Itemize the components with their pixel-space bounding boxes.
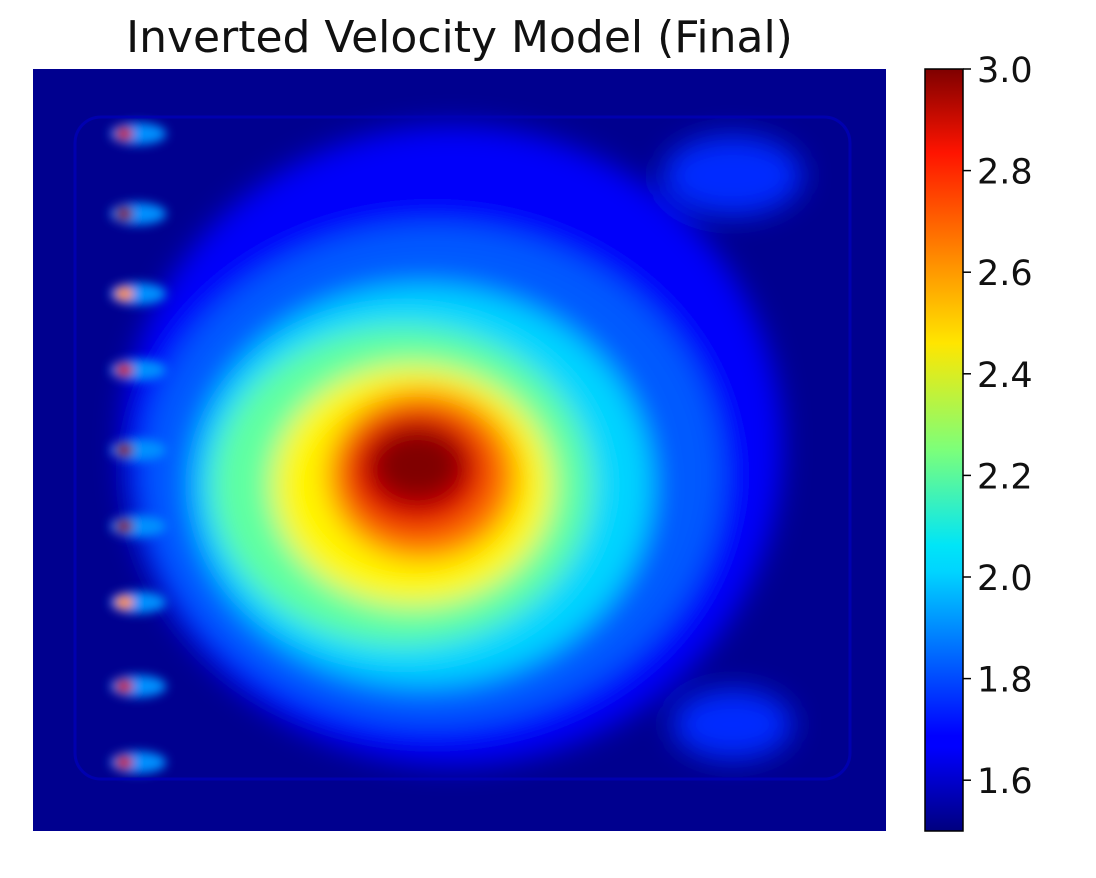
source-point <box>115 126 134 141</box>
source-point <box>115 755 134 770</box>
source-point <box>115 362 134 377</box>
model-boundary-line <box>73 115 852 781</box>
velocity-contour <box>367 425 468 506</box>
colorbar-tick-label: 2.4 <box>977 356 1033 396</box>
colorbar-tick-label: 2.8 <box>977 153 1033 193</box>
colorbar-tick-label: 2.0 <box>977 559 1033 599</box>
colorbar <box>924 68 964 832</box>
colorbar-tick-label: 3.0 <box>977 51 1033 91</box>
velocity-wing-upper <box>662 135 803 216</box>
heatmap <box>33 69 886 831</box>
velocity-wing-lower <box>672 689 793 760</box>
velocity-field <box>122 125 803 766</box>
colorbar-tick-label: 2.6 <box>977 254 1033 294</box>
source-point <box>115 443 134 457</box>
source-point <box>115 519 134 534</box>
colorbar-tick-label: 1.8 <box>977 661 1033 701</box>
source-point <box>115 595 134 610</box>
chart-title: Inverted Velocity Model (Final) <box>126 12 793 63</box>
colorbar-ticks: 1.6 1.8 2.0 2.2 2.4 2.6 2.8 3.0 <box>963 51 1033 802</box>
source-markers <box>110 122 167 774</box>
source-point <box>115 286 134 301</box>
source-point <box>115 679 134 694</box>
colorbar-tick-label: 2.2 <box>977 457 1033 497</box>
model-boundary <box>73 115 852 781</box>
source-point <box>115 206 134 221</box>
colorbar-tick-label: 1.6 <box>977 762 1033 802</box>
